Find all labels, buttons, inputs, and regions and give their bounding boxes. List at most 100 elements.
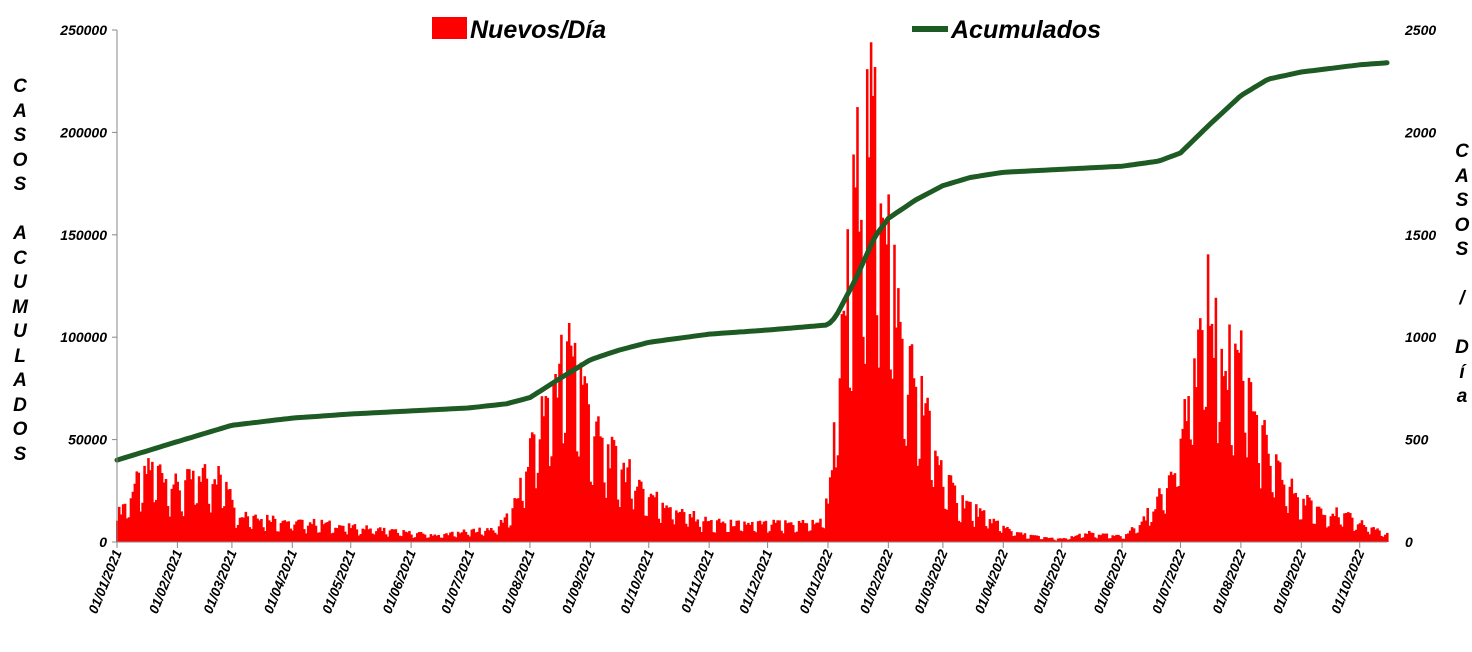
bar-daily-cases (193, 504, 197, 542)
bar-daily-cases (1148, 525, 1151, 542)
axis-title-letter: U (13, 272, 27, 293)
bar-daily-cases (811, 519, 814, 542)
bar-daily-cases (1043, 537, 1046, 542)
bar-daily-cases (351, 525, 355, 542)
bar-daily-cases (158, 464, 162, 542)
bar-daily-cases (1374, 529, 1377, 542)
x-tick-label: 01/10/2021 (617, 548, 656, 616)
bar-daily-cases (256, 518, 259, 542)
bar-daily-cases (166, 506, 170, 542)
bar-daily-cases (1255, 415, 1259, 542)
bar-daily-cases (881, 217, 885, 542)
bar-daily-cases (1265, 434, 1268, 542)
bar-daily-cases (686, 526, 690, 542)
bar-daily-cases (499, 520, 503, 542)
bar-daily-cases (521, 500, 524, 542)
bar-daily-cases (558, 363, 561, 542)
bar-daily-cases (641, 488, 645, 542)
x-tick-label: 01/11/2021 (678, 548, 717, 615)
bar-daily-cases (1341, 526, 1344, 542)
x-tick-label: 01/07/2022 (1149, 547, 1188, 616)
bar-daily-cases (180, 511, 183, 542)
bar-daily-cases (908, 345, 912, 542)
axis-title-letter (1447, 263, 1472, 288)
bar-daily-cases (959, 522, 962, 542)
bar-daily-cases (1146, 507, 1149, 542)
bar-daily-cases (1275, 454, 1278, 542)
bar-daily-cases (918, 458, 922, 542)
bar-daily-cases (1179, 438, 1183, 542)
bar-daily-cases (1093, 537, 1097, 542)
bar-daily-cases (341, 525, 345, 542)
bar-daily-cases (1015, 532, 1019, 542)
bar-daily-cases (1384, 534, 1387, 542)
bar-daily-cases (1111, 535, 1114, 542)
bar-daily-cases (398, 535, 402, 542)
bar-daily-cases (581, 384, 585, 542)
bar-daily-cases (879, 203, 883, 542)
bar-daily-cases (1037, 535, 1040, 542)
bar-daily-cases (380, 531, 384, 542)
x-tick-label: 01/01/2021 (86, 548, 125, 616)
bar-daily-cases (1347, 512, 1350, 542)
bar-daily-cases (404, 531, 407, 542)
bar-daily-cases (616, 499, 620, 542)
bar-daily-cases (575, 451, 579, 542)
bar-daily-cases (340, 525, 343, 542)
bar-daily-cases (324, 522, 327, 542)
bar-daily-cases (314, 525, 318, 542)
x-tick-label: 01/09/2021 (559, 548, 598, 616)
bar-daily-cases (1089, 532, 1093, 542)
bar-daily-cases (423, 534, 427, 542)
bar-daily-cases (922, 415, 925, 542)
bar-daily-cases (774, 522, 777, 542)
bar-daily-cases (700, 531, 703, 542)
bar-daily-cases (906, 394, 910, 542)
bar-daily-cases (579, 362, 583, 542)
bar-daily-cases (846, 229, 850, 542)
bar-daily-cases (704, 516, 707, 542)
bar-daily-cases (1076, 535, 1079, 542)
bar-daily-cases (706, 521, 709, 542)
bar-daily-cases (1228, 324, 1231, 542)
y-left-tick-label: 150000 (60, 227, 107, 243)
bar-daily-cases (445, 533, 448, 542)
bar-daily-cases (509, 525, 513, 542)
bar-daily-cases (312, 518, 316, 542)
bar-daily-cases (1136, 532, 1140, 542)
bar-daily-cases (534, 488, 538, 542)
bar-daily-cases (117, 506, 121, 542)
y-right-tick-label: 500 (1405, 432, 1429, 448)
bar-daily-cases (599, 436, 602, 542)
bar-daily-cases (1362, 524, 1366, 542)
bar-daily-cases (1226, 389, 1229, 542)
bar-daily-cases (587, 404, 590, 542)
bar-daily-cases (636, 486, 639, 542)
bar-daily-cases (495, 534, 499, 542)
bar-daily-cases (786, 523, 789, 542)
x-tick-label: 01/10/2022 (1328, 547, 1367, 616)
x-tick-label: 01/04/2022 (972, 547, 1011, 616)
bar-daily-cases (1177, 486, 1181, 542)
bar-daily-cases (949, 475, 953, 542)
bar-daily-cases (1216, 443, 1220, 542)
daily-cases-bars (116, 42, 1389, 543)
bar-daily-cases (904, 445, 908, 542)
axis-title-letter: A (1455, 165, 1469, 187)
bar-daily-cases (793, 532, 797, 542)
bar-daily-cases (696, 519, 700, 542)
bar-daily-cases (1183, 399, 1186, 542)
bar-daily-cases (1187, 396, 1190, 542)
bar-daily-cases (1144, 520, 1148, 542)
bar-daily-cases (719, 522, 723, 542)
bar-daily-cases (832, 422, 836, 542)
bar-daily-cases (815, 522, 818, 542)
x-tick-label: 01/02/2022 (857, 547, 896, 616)
bar-daily-cases (1214, 297, 1218, 542)
bar-daily-cases (162, 482, 166, 542)
bar-daily-cases (1245, 457, 1249, 542)
bar-daily-cases (439, 537, 442, 542)
bar-daily-cases (1006, 526, 1009, 542)
bar-daily-cases (1370, 527, 1373, 542)
bar-daily-cases (135, 471, 139, 542)
